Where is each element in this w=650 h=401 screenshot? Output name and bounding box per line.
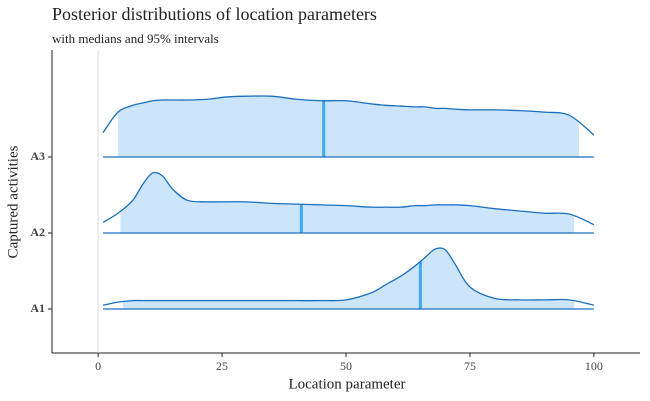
density-line bbox=[102, 95, 595, 136]
interval-area bbox=[122, 247, 575, 309]
x-tick-label: 25 bbox=[216, 359, 228, 373]
y-tick-label: A2 bbox=[30, 225, 45, 239]
interval-area bbox=[120, 172, 575, 233]
chart-subtitle: with medians and 95% intervals bbox=[52, 31, 219, 46]
chart-title: Posterior distributions of location para… bbox=[52, 4, 377, 24]
y-axis-label: Captured activities bbox=[5, 145, 21, 258]
y-tick-label: A1 bbox=[30, 301, 45, 315]
density-line bbox=[102, 247, 595, 306]
y-tick-label: A3 bbox=[30, 149, 45, 163]
x-tick-label: 100 bbox=[585, 359, 603, 373]
x-axis-label: Location parameter bbox=[288, 376, 405, 392]
x-tick-label: 75 bbox=[464, 359, 476, 373]
interval-area bbox=[117, 95, 580, 157]
x-tick-label: 0 bbox=[95, 359, 101, 373]
density-line bbox=[102, 171, 595, 226]
x-tick-label: 50 bbox=[340, 359, 352, 373]
